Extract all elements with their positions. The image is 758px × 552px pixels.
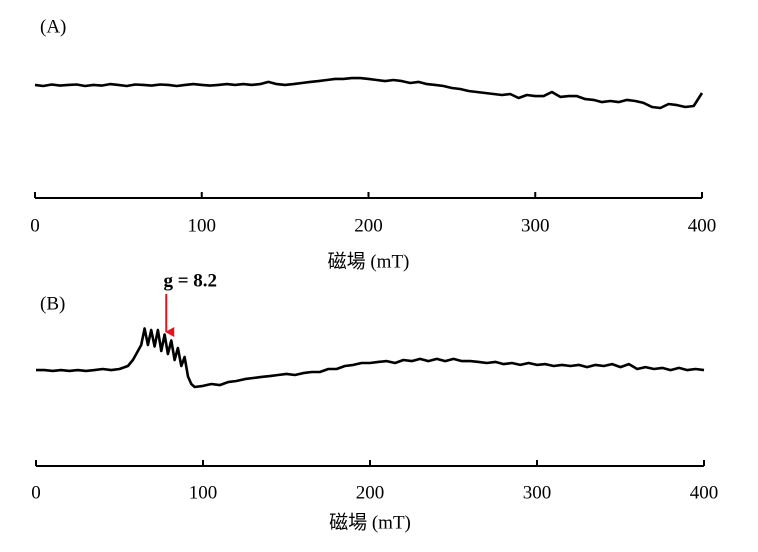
annotation-text: g = 8.2 [163,270,217,291]
x-tick-label: 100 [188,215,217,236]
x-tick-label: 300 [521,215,550,236]
spectrum-line [34,76,704,110]
x-tick-label: 300 [523,482,552,503]
spectrum-line [36,327,705,389]
panel-label: (A) [40,16,66,37]
x-tick-label: 400 [690,482,719,503]
panel-label: (B) [40,293,65,314]
x-axis-label: 磁場 (mT) [329,511,411,533]
x-axis-label: 磁場 (mT) [328,250,410,272]
x-tick-label: 400 [688,215,717,236]
x-tick-label: 100 [189,482,218,503]
x-tick-label: 200 [354,215,383,236]
x-tick-label: 0 [31,482,41,503]
x-tick-label: 0 [30,215,40,236]
x-tick-label: 200 [356,482,385,503]
